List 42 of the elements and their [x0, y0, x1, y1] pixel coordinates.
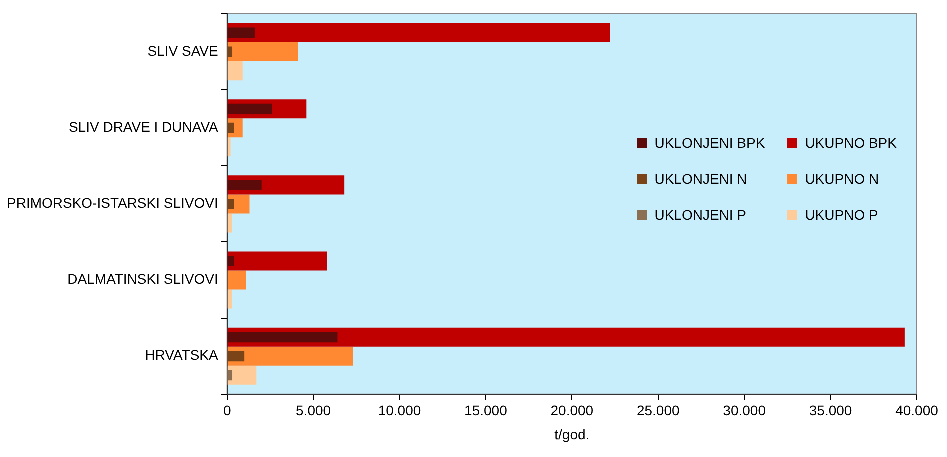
- legend-label: UKUPNO BPK: [805, 135, 897, 151]
- bar: [228, 46, 233, 58]
- bar: [228, 214, 233, 233]
- x-tick-label: 10.000: [378, 402, 422, 419]
- bar: [228, 104, 272, 114]
- bar: [228, 198, 234, 210]
- legend-label: UKLONJENI BPK: [654, 135, 766, 151]
- bar: [228, 256, 234, 266]
- x-tick-label: 25.000: [636, 402, 680, 419]
- bar: [228, 290, 233, 309]
- bar: [228, 270, 246, 290]
- legend-label: UKUPNO N: [805, 171, 880, 187]
- bar: [228, 366, 257, 385]
- bar: [228, 328, 905, 347]
- bar: [228, 252, 328, 271]
- bar: [228, 138, 231, 157]
- x-tick-label: 30.000: [723, 402, 766, 419]
- bar: [228, 28, 255, 38]
- x-tick-label: 5.000: [296, 402, 332, 419]
- y-tick-label: PRIMORSKO-ISTARSKI SLIVOVI: [6, 195, 218, 212]
- bar: [228, 370, 233, 381]
- bar: [228, 62, 243, 81]
- bar: [228, 351, 245, 362]
- x-tick-label: 15.000: [464, 402, 508, 419]
- bar: [228, 122, 234, 134]
- bar: [228, 346, 354, 366]
- x-axis-title: t/god.: [554, 426, 590, 442]
- bar: [228, 180, 262, 190]
- x-tick-label: 20.000: [550, 402, 594, 419]
- legend-label: UKLONJENI P: [654, 207, 747, 223]
- y-tick-label: SLIV SAVE: [148, 42, 218, 59]
- legend-label: UKLONJENI N: [654, 171, 748, 187]
- bar: [228, 24, 610, 43]
- x-tick-label: 40.000: [896, 402, 939, 419]
- y-tick-label: HRVATSKA: [145, 347, 219, 364]
- bar: [228, 42, 298, 62]
- y-tick-label: DALMATINSKI SLIVOVI: [68, 271, 218, 288]
- x-tick-label: 35.000: [809, 402, 852, 419]
- x-tick-label: 0: [223, 402, 232, 419]
- y-tick-label: SLIV DRAVE I DUNAVA: [68, 118, 219, 135]
- legend-label: UKUPNO P: [805, 207, 878, 223]
- bar: [228, 332, 338, 343]
